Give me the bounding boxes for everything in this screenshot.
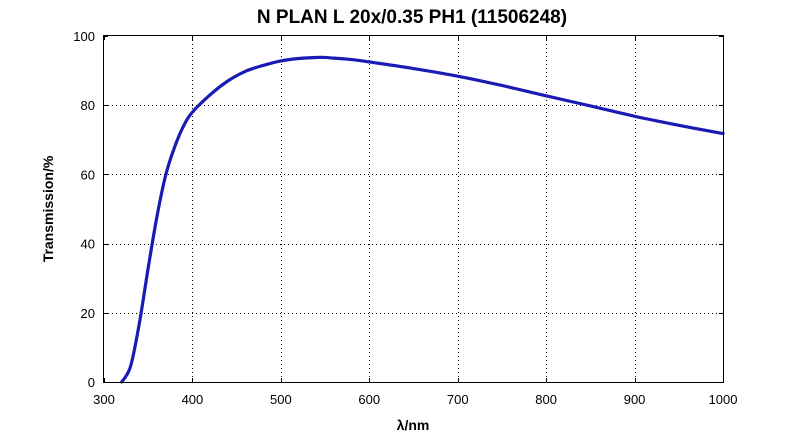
y-axis-ticks: 0 20 40 60 80 100 [73,29,723,390]
plot-area-frame [103,35,724,383]
x-tick-label: 900 [624,392,646,407]
x-tick-label: 600 [358,392,380,407]
x-tick-label: 500 [270,392,292,407]
transmission-series-line [120,55,725,384]
x-axis-ticks: 300 400 500 600 700 800 900 1000 [93,36,737,407]
x-tick-label: 1000 [709,392,738,407]
x-axis-label: λ/nm [397,417,430,433]
y-tick-label: 60 [81,167,95,182]
x-tick-label: 300 [93,392,115,407]
y-tick-label: 80 [81,98,95,113]
y-tick-label: 100 [73,29,95,44]
chart-title: N PLAN L 20x/0.35 PH1 (11506248) [257,7,567,28]
series-layer [120,55,725,384]
y-axis-label: Transmission/% [40,155,56,262]
y-tick-label: 20 [81,306,95,321]
x-tick-label: 700 [447,392,469,407]
y-tick-label: 0 [88,375,95,390]
x-tick-label: 400 [182,392,204,407]
grid-lines [104,36,723,382]
x-tick-label: 800 [535,392,557,407]
y-tick-label: 40 [81,237,95,252]
